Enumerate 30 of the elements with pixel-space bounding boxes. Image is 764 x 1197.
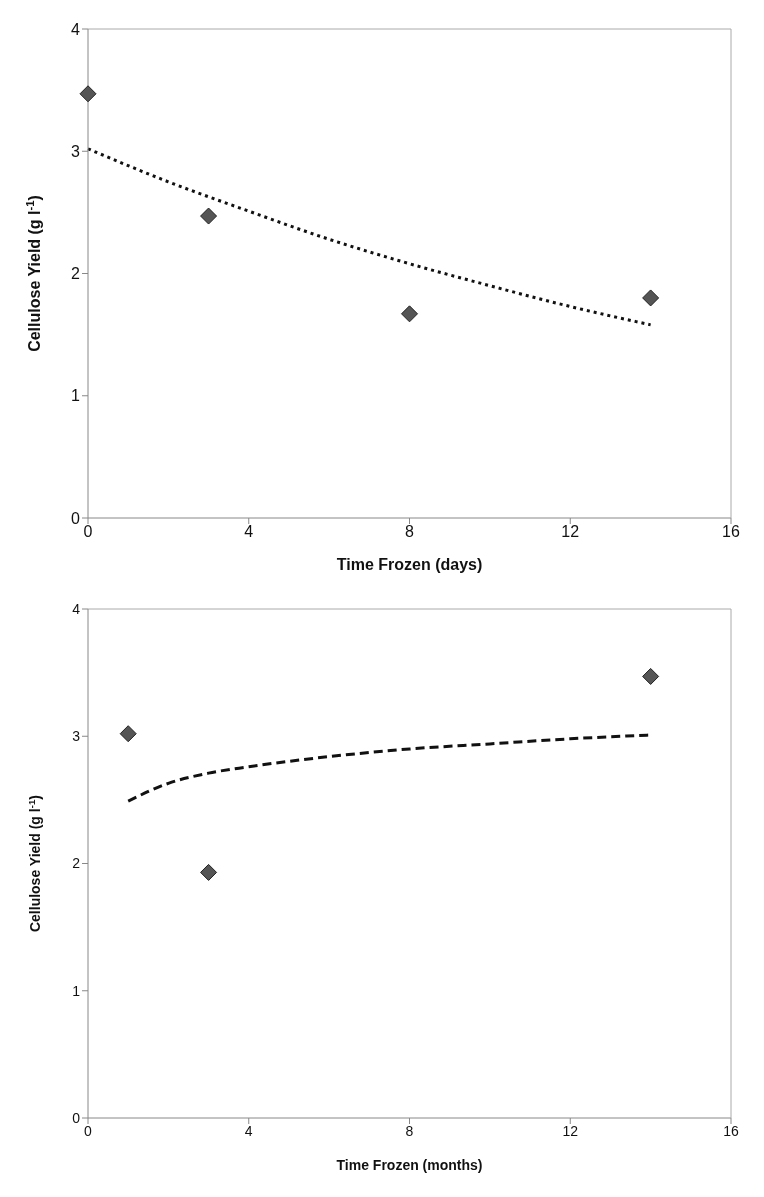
y-tick-label: 4 [71, 20, 81, 38]
y-tick-label: 3 [72, 728, 81, 745]
point [79, 85, 97, 103]
x-tick-label: 12 [562, 1122, 579, 1139]
x-axis-title: Time Frozen (months) [336, 1157, 483, 1173]
y-tick-label: 1 [71, 387, 81, 405]
point [200, 207, 218, 225]
point [119, 725, 137, 743]
y-tick-label: 2 [71, 265, 81, 283]
point [642, 667, 660, 685]
x-tick-label: 0 [84, 1122, 93, 1139]
x-axis-title: Time Frozen (days) [336, 556, 483, 573]
x-tick-label: 4 [244, 1122, 253, 1139]
y-tick-label: 3 [71, 142, 81, 160]
x-tick-label: 16 [723, 1122, 739, 1139]
point [642, 289, 660, 307]
x-tick-label: 16 [722, 523, 740, 541]
point [401, 305, 418, 323]
x-tick-label: 8 [405, 1122, 414, 1139]
y-tick-label: 0 [71, 509, 81, 527]
x-tick-label: 8 [405, 523, 415, 541]
y-tick-label: 2 [72, 855, 81, 872]
y-tick-label: 1 [72, 982, 81, 999]
point [200, 863, 218, 881]
x-tick-label: 4 [244, 523, 254, 541]
x-tick-label: 12 [561, 523, 580, 541]
line-series [86, 147, 653, 327]
x-tick-label: 0 [83, 523, 93, 541]
y-tick-label: 0 [72, 1109, 81, 1126]
y-tick-label: 4 [72, 600, 81, 617]
